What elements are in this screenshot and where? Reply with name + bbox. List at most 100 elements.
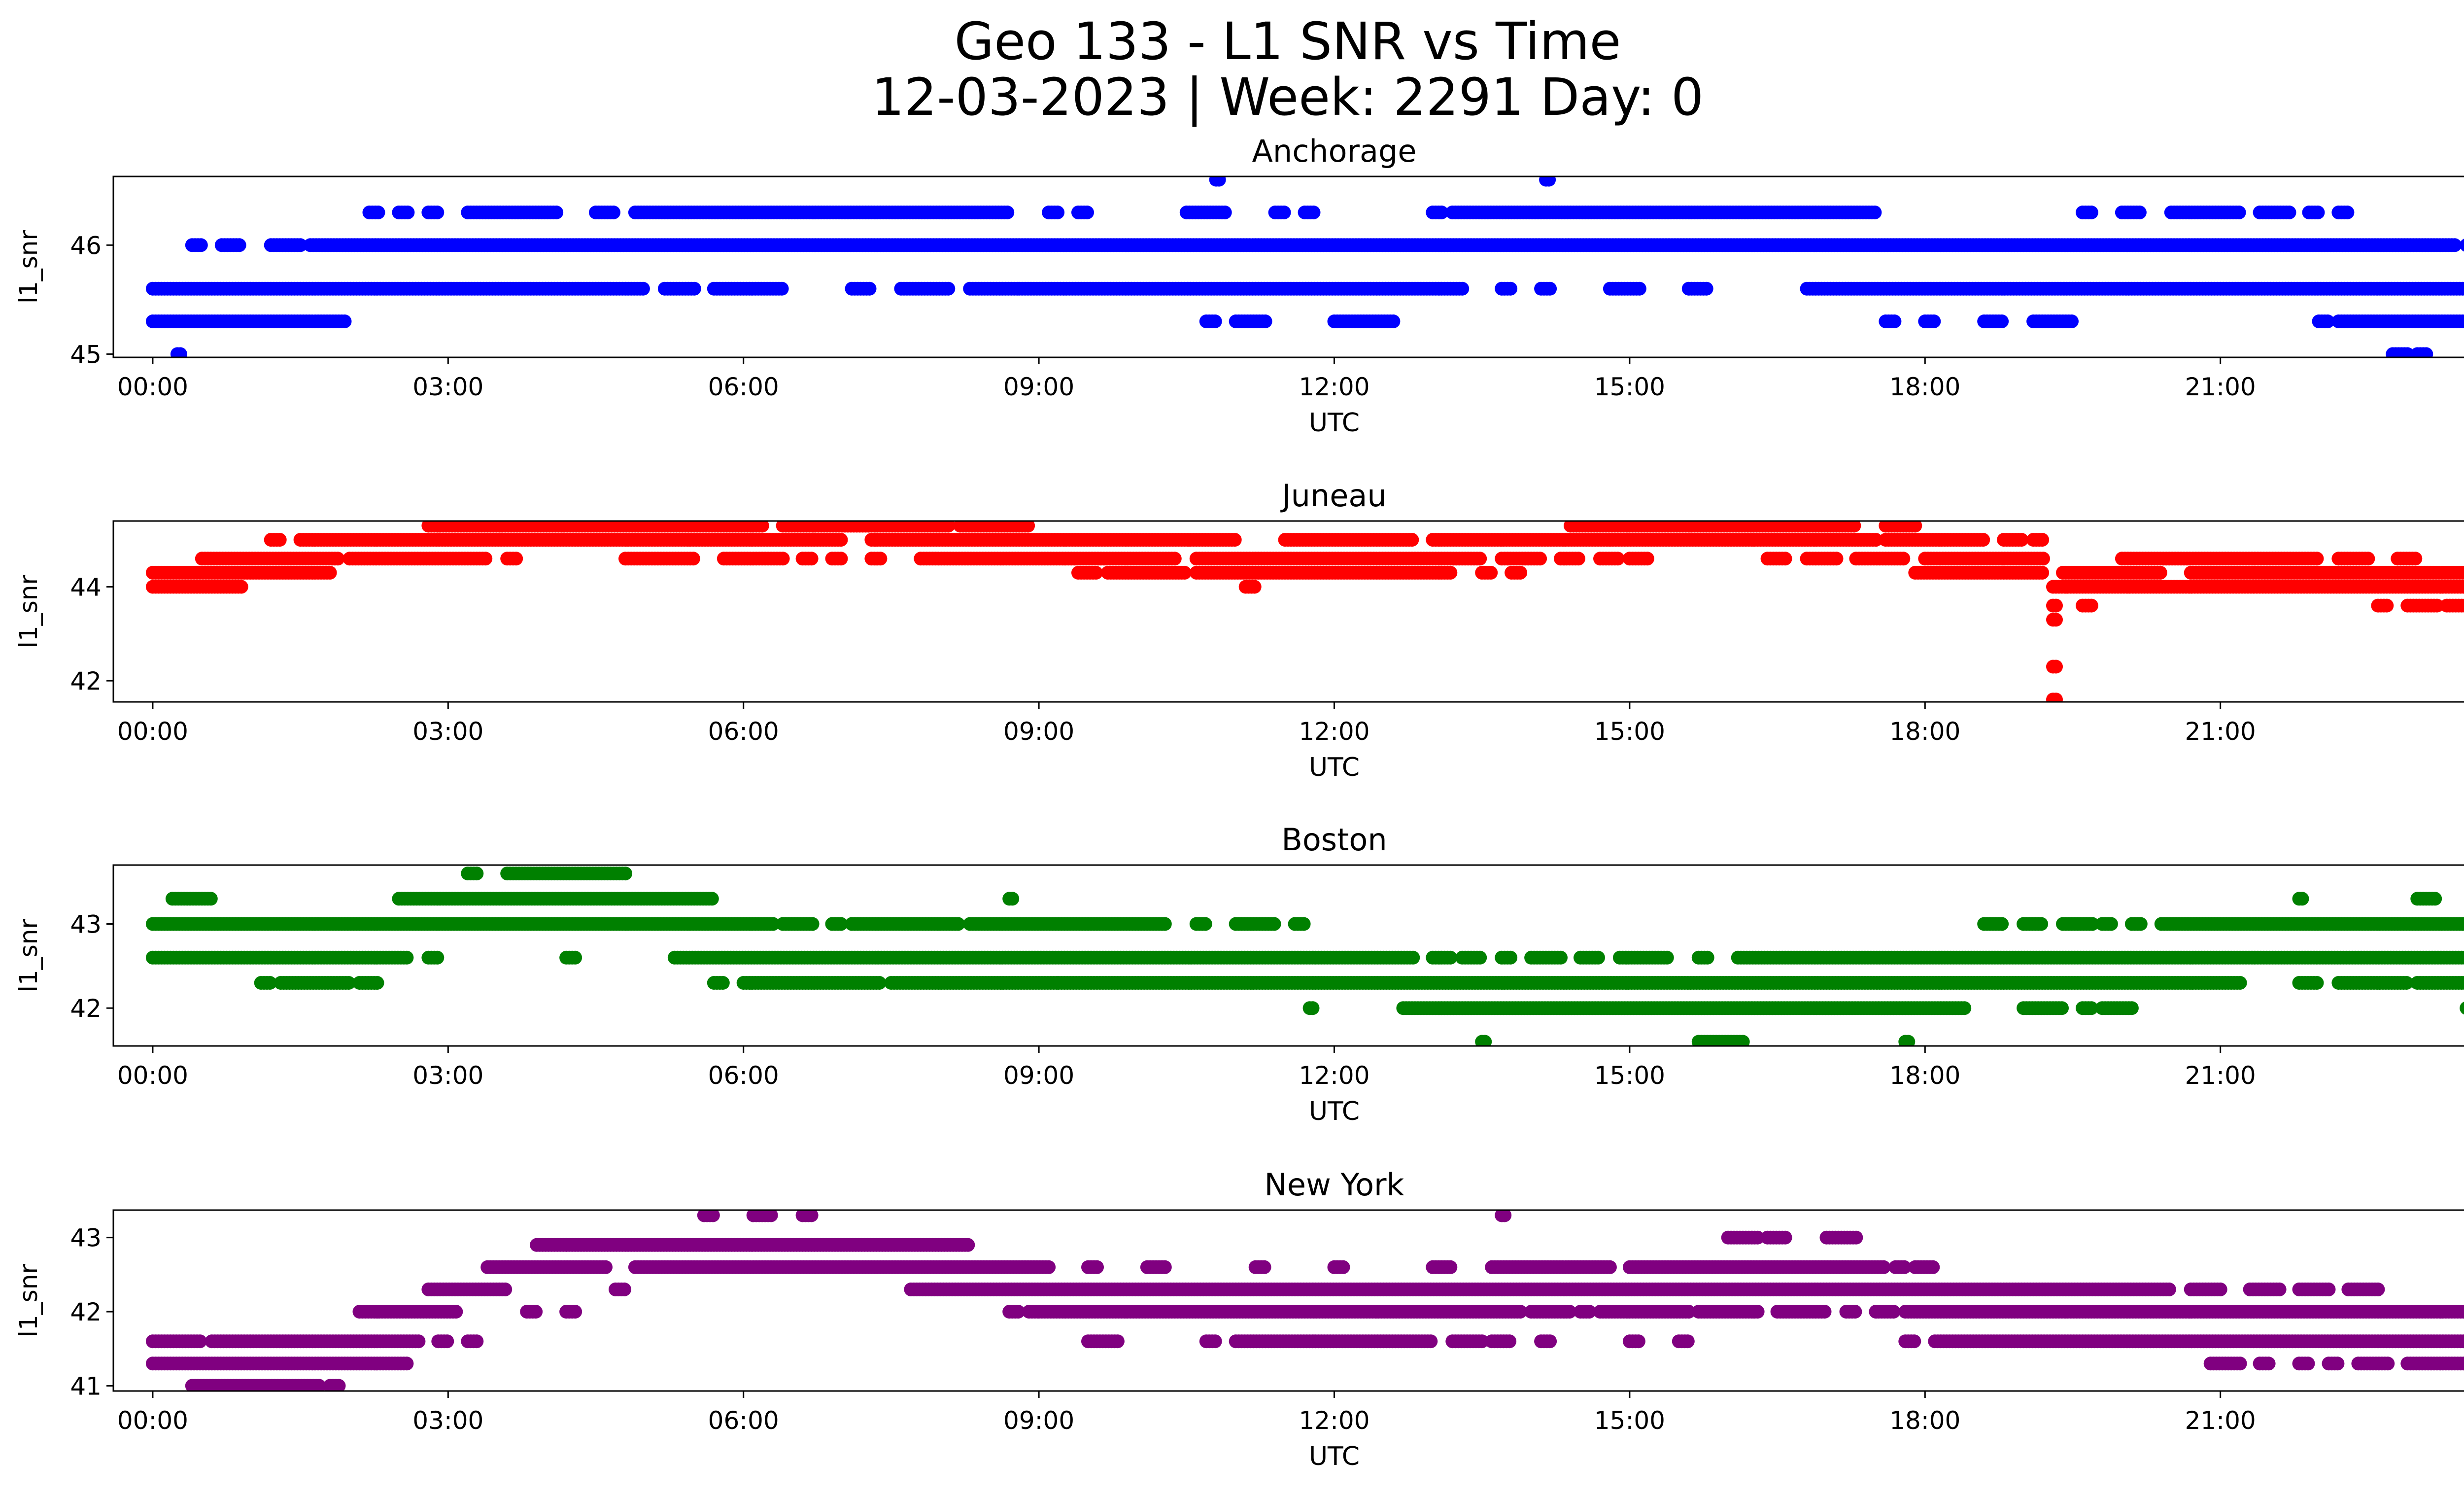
- x-tick-label: 09:00: [1003, 717, 1074, 746]
- data-point: [2035, 533, 2050, 547]
- y-tick-label: 46: [70, 231, 102, 260]
- data-point: [1208, 314, 1222, 328]
- data-point: [2049, 693, 2063, 702]
- data-point: [804, 552, 819, 566]
- data-point: [2419, 347, 2433, 357]
- x-tick-label: 09:00: [1003, 373, 1074, 401]
- data-point: [2055, 1001, 2069, 1015]
- data-point: [273, 533, 287, 547]
- data-point: [2084, 598, 2098, 613]
- data-point: [873, 552, 888, 566]
- data-point: [1632, 281, 1646, 296]
- data-point: [2460, 1002, 2464, 1015]
- data-point: [173, 347, 187, 357]
- data-point: [775, 281, 789, 296]
- data-point: [1443, 565, 1458, 580]
- x-tick-label: 00:00: [117, 373, 188, 401]
- data-point: [941, 281, 956, 296]
- data-point: [2084, 206, 2098, 219]
- data-point: [1277, 206, 1291, 219]
- x-tick-label: 03:00: [412, 717, 483, 746]
- data-point: [371, 206, 385, 219]
- data-point: [2153, 565, 2167, 580]
- data-point: [2460, 580, 2464, 593]
- data-point: [1386, 314, 1401, 328]
- data-point: [1504, 281, 1518, 296]
- data-point: [2132, 206, 2147, 219]
- data-point: [2311, 206, 2325, 219]
- data-point: [194, 238, 208, 252]
- data-point: [716, 976, 730, 990]
- data-point: [1089, 565, 1103, 580]
- x-axis-label: UTC: [1309, 753, 1360, 782]
- x-tick-label: 15:00: [1594, 373, 1665, 401]
- plot-frame: [112, 520, 2464, 703]
- data-point: [2462, 316, 2464, 327]
- data-point: [509, 552, 523, 566]
- data-point: [2463, 583, 2464, 591]
- x-tick-label: 12:00: [1299, 373, 1369, 401]
- data-point: [2463, 1004, 2464, 1012]
- figure-title-line1: Geo 133 - L1 SNR vs Time: [954, 11, 1621, 71]
- data-point: [2035, 565, 2050, 580]
- x-tick-label: 21:00: [2185, 717, 2256, 746]
- data-point: [1887, 314, 1902, 328]
- data-point: [2461, 599, 2464, 612]
- data-point: [342, 976, 356, 990]
- data-point: [1473, 552, 1487, 566]
- data-point: [1405, 533, 1419, 547]
- data-point: [1000, 206, 1015, 219]
- panel-title: Anchorage: [1252, 133, 1416, 169]
- data-point: [1829, 552, 1844, 566]
- data-point: [636, 281, 650, 296]
- data-point: [776, 552, 790, 566]
- data-point: [1778, 552, 1792, 566]
- data-point: [1610, 552, 1625, 566]
- x-tick-label: 18:00: [1889, 717, 1960, 746]
- data-point: [872, 976, 887, 990]
- data-point: [1435, 206, 1449, 219]
- data-point: [2361, 552, 2375, 566]
- x-axis-label: UTC: [1309, 408, 1360, 438]
- data-point: [323, 565, 337, 580]
- data-point: [430, 206, 445, 219]
- data-point: [2310, 976, 2324, 990]
- data-point: [338, 314, 352, 328]
- data-point: [293, 238, 308, 252]
- data-point: [2049, 598, 2063, 613]
- data-point: [2049, 613, 2063, 627]
- data-point: [1995, 314, 2009, 328]
- data-point: [2321, 314, 2335, 328]
- data-point: [2049, 660, 2063, 674]
- data-point: [331, 552, 345, 566]
- data-point: [2380, 598, 2394, 613]
- data-point: [1258, 314, 1272, 328]
- x-tick-label: 03:00: [412, 373, 483, 401]
- y-tick-label: 42: [70, 667, 102, 695]
- x-tick-label: 21:00: [2185, 373, 2256, 401]
- data-point: [2124, 1001, 2139, 1015]
- data-point: [1212, 176, 1226, 187]
- data-point: [2462, 567, 2464, 578]
- data-point: [2065, 314, 2079, 328]
- data-point: [1847, 521, 1861, 533]
- data-point: [1896, 552, 1911, 566]
- data-point: [1513, 565, 1528, 580]
- series-boston: [145, 867, 2464, 1046]
- data-point: [2310, 552, 2324, 566]
- data-point: [2430, 598, 2444, 613]
- data-point: [941, 521, 956, 533]
- y-tick-label: 45: [70, 340, 102, 369]
- data-point: [1021, 521, 1035, 533]
- data-point: [1908, 521, 1922, 533]
- data-point: [2461, 976, 2464, 989]
- data-point: [755, 521, 769, 533]
- y-tick-label: 44: [70, 573, 102, 601]
- data-point: [1640, 552, 1654, 566]
- data-point: [607, 206, 620, 219]
- data-point: [1976, 533, 1990, 547]
- x-tick-label: 06:00: [708, 717, 779, 746]
- data-point: [1306, 206, 1321, 219]
- data-point: [2233, 976, 2247, 990]
